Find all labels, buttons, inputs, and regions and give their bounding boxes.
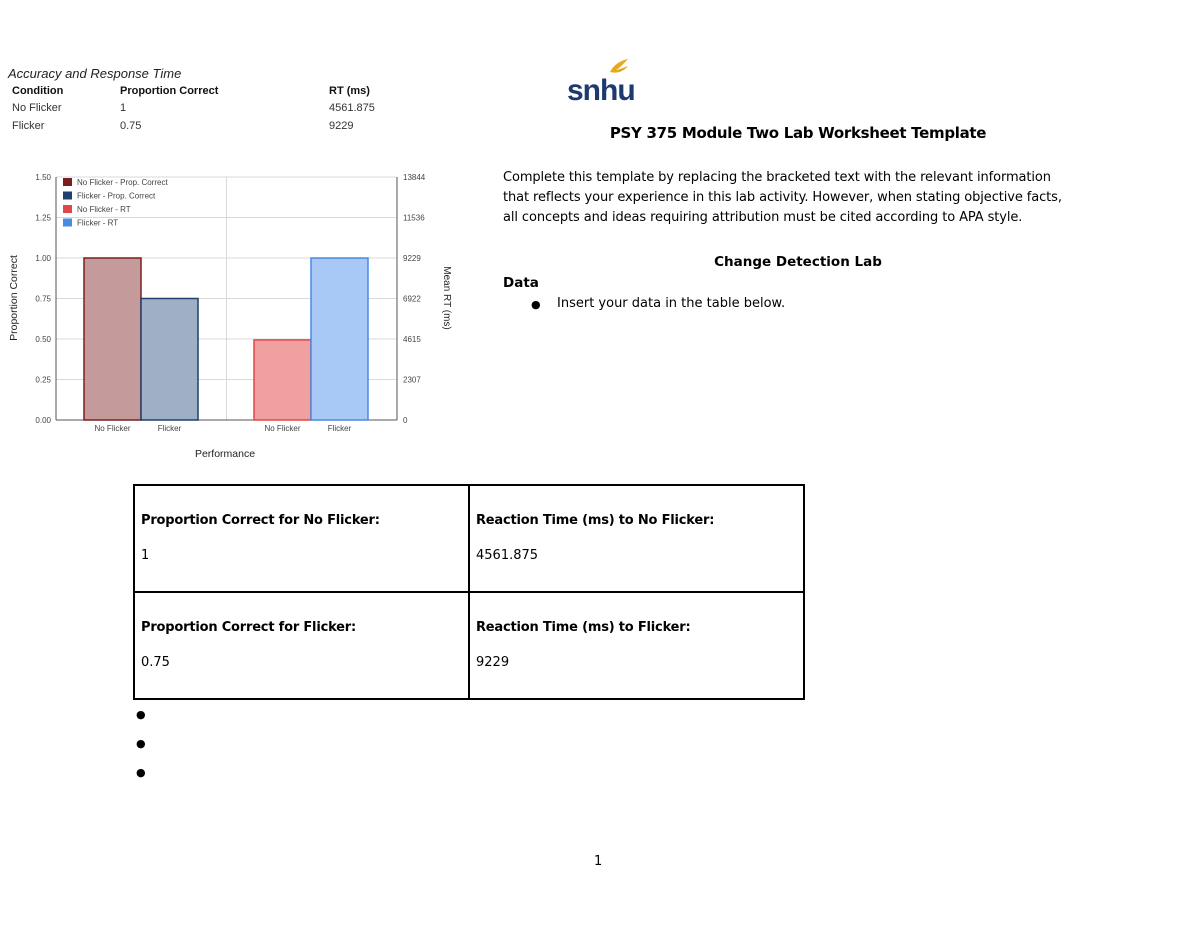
y2-tick-label: 4615 [403, 335, 421, 344]
y2-tick-label: 13844 [403, 173, 426, 182]
snhu-logo: snhu [567, 59, 636, 104]
performance-bar-chart: 0.00 0.25 0.50 0.75 1.00 1.25 1.50 0 2307 4615 692… [8, 173, 452, 460]
legend-label: Flicker - RT [77, 219, 118, 228]
y2-tick-label: 2307 [403, 376, 421, 385]
lab-title: Change Detection Lab [714, 254, 882, 270]
results-header-condition: Condition [12, 85, 64, 97]
y2-tick-label: 0 [403, 416, 408, 425]
legend-swatch [63, 191, 72, 200]
table-row: Proportion Correct for No Flicker: 1 Rea… [133, 484, 805, 593]
results-table-title: Accuracy and Response Time [8, 66, 182, 81]
results-cell-rt: 9229 [329, 120, 354, 132]
legend-label: No Flicker - Prop. Correct [77, 178, 168, 187]
y-tick-label: 1.25 [35, 214, 51, 223]
cell-value: 9229 [476, 655, 510, 670]
results-cell-proportion: 0.75 [120, 120, 142, 132]
cell-label: Reaction Time (ms) to No Flicker: [476, 513, 715, 528]
y2-axis-title: Mean RT (ms) [441, 266, 452, 330]
page-title: PSY 375 Module Two Lab Worksheet Templat… [609, 124, 987, 142]
logo-leaf-icon [610, 59, 628, 73]
cell-label: Reaction Time (ms) to Flicker: [476, 620, 691, 635]
y2-tick-label: 6922 [403, 295, 421, 304]
results-header-proportion: Proportion Correct [120, 85, 219, 97]
table-cell[interactable]: Reaction Time (ms) to Flicker: 9229 [468, 591, 805, 700]
table-cell[interactable]: Proportion Correct for No Flicker: 1 [133, 484, 470, 593]
data-heading: Data [503, 275, 539, 291]
y2-tick-label: 9229 [403, 254, 421, 263]
results-cell-condition: No Flicker [12, 102, 62, 114]
bullet-icon: ● [136, 737, 146, 750]
y-tick-label: 1.00 [35, 254, 51, 263]
x-tick-label: No Flicker [94, 424, 130, 433]
bullet-icon: ● [531, 298, 541, 311]
x-axis-title: Performance [195, 448, 255, 460]
legend-swatch [63, 178, 72, 186]
cell-label: Proportion Correct for Flicker: [141, 620, 357, 635]
cell-value: 0.75 [141, 655, 170, 670]
intro-paragraph: Complete this template by replacing the … [503, 168, 1103, 228]
intro-line: Complete this template by replacing the … [503, 170, 1051, 185]
x-tick-label: Flicker [328, 424, 352, 433]
x-tick-label: Flicker [158, 424, 182, 433]
data-table: Proportion Correct for No Flicker: 1 Rea… [133, 484, 805, 700]
y-tick-label: 0.50 [35, 335, 51, 344]
cell-label: Proportion Correct for No Flicker: [141, 513, 380, 528]
x-tick-label: No Flicker [264, 424, 300, 433]
legend-swatch [63, 218, 72, 227]
bar [83, 257, 142, 421]
bar [253, 339, 312, 421]
y-tick-label: 1.50 [35, 173, 51, 182]
y-axis-title: Proportion Correct [8, 255, 20, 341]
legend-swatch [63, 205, 72, 213]
data-instruction: Insert your data in the table below. [557, 296, 786, 311]
results-cell-rt: 4561.875 [329, 102, 375, 114]
table-row: Proportion Correct for Flicker: 0.75 Rea… [133, 591, 805, 700]
y-tick-label: 0.25 [35, 376, 51, 385]
legend-label: No Flicker - RT [77, 205, 131, 214]
bar [310, 257, 369, 421]
results-header-rt: RT (ms) [329, 85, 370, 97]
results-cell-condition: Flicker [12, 120, 45, 132]
bullet-icon: ● [136, 708, 146, 721]
y2-tick-label: 11536 [403, 214, 425, 223]
table-cell[interactable]: Proportion Correct for Flicker: 0.75 [133, 591, 470, 700]
cell-value: 4561.875 [476, 548, 539, 563]
logo-text: snhu [567, 74, 635, 104]
intro-line: that reflects your experience in this la… [503, 190, 1062, 205]
table-cell[interactable]: Reaction Time (ms) to No Flicker: 4561.8… [468, 484, 805, 593]
cell-value: 1 [141, 548, 150, 563]
legend-label: Flicker - Prop. Correct [77, 192, 156, 201]
results-cell-proportion: 1 [120, 102, 127, 114]
bar [140, 297, 199, 421]
y-tick-label: 0.75 [35, 295, 51, 304]
intro-line: all concepts and ideas requiring attribu… [503, 210, 1023, 225]
y-tick-label: 0.00 [35, 416, 51, 425]
bullet-icon: ● [136, 766, 146, 779]
page-number: 1 [594, 854, 603, 869]
